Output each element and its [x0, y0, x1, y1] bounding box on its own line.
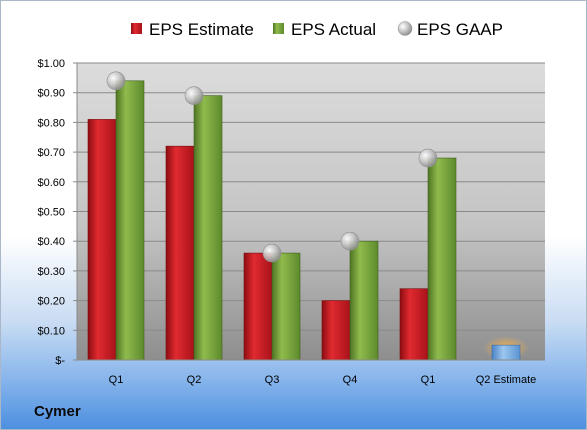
x-tick-label: Q3 [265, 374, 280, 386]
bar-eps-actual [349, 240, 379, 361]
y-tick-label: $0.70 [37, 147, 65, 159]
marker-eps-gaap [184, 86, 204, 105]
bars [87, 80, 529, 361]
y-tick-label: $0.60 [37, 177, 65, 189]
legend-label: EPS GAAP [417, 20, 503, 39]
legend-label: EPS Actual [291, 20, 376, 39]
marker-eps-gaap [418, 148, 438, 168]
bar-eps-actual [193, 95, 223, 361]
legend: EPS Estimate EPS Actual EPS GAAP [131, 20, 503, 39]
y-tick-label: $0.50 [37, 207, 65, 219]
x-tick-label: Q1 [421, 374, 436, 386]
bar-eps-actual [427, 157, 457, 361]
y-tick-label: $0.40 [37, 236, 65, 248]
marker-eps-gaap [340, 231, 360, 251]
bar-eps-actual [271, 252, 301, 361]
bar-eps-estimate [399, 288, 429, 361]
legend-swatch [131, 23, 142, 34]
y-tick-label: $0.10 [37, 325, 65, 337]
bar-eps-estimate [165, 145, 195, 361]
y-tick-label: $1.00 [37, 58, 65, 70]
gaap-markers [106, 71, 438, 263]
x-axis: Q1 Q2 Q3 Q4 Q1 Q2 Estimate [77, 359, 545, 386]
gridlines [77, 62, 545, 361]
legend-label: EPS Estimate [149, 20, 254, 39]
x-tick-label: Q2 [187, 374, 202, 386]
bar-eps-estimate [243, 252, 273, 361]
y-tick-label: $0.90 [37, 88, 65, 100]
legend-swatch [397, 21, 413, 36]
company-name: Cymer [34, 403, 81, 420]
y-tick-label: $0.30 [37, 266, 65, 278]
bar-q2-estimate [491, 344, 521, 361]
bar-eps-estimate [87, 119, 117, 361]
y-tick-label: $0.80 [37, 117, 65, 129]
bar-eps-estimate [321, 300, 351, 361]
marker-eps-gaap [106, 71, 126, 91]
y-axis: $- $0.10 $0.20 $0.30 $0.40 $0.50 $0.60 $0.70 $0.… [37, 58, 78, 367]
bar-eps-actual [115, 80, 145, 361]
marker-eps-gaap [262, 243, 282, 263]
y-tick-label: $0.20 [37, 296, 65, 308]
y-tick-label: $- [55, 355, 65, 367]
x-tick-label: Q1 [109, 374, 124, 386]
x-tick-label: Q2 Estimate [476, 374, 537, 386]
x-tick-label: Q4 [343, 374, 358, 386]
legend-swatch [273, 23, 284, 34]
